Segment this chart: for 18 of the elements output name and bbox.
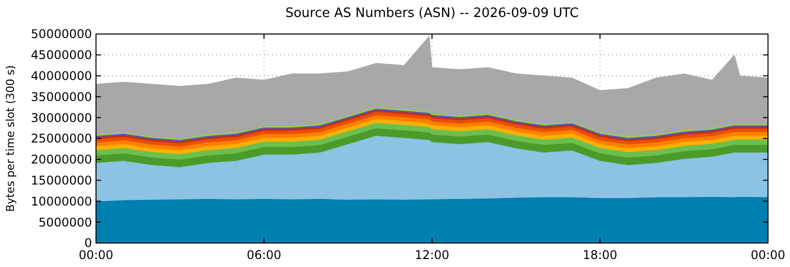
x-tick-label: 12:00 <box>414 248 450 262</box>
y-tick-label: 10000000 <box>30 194 92 208</box>
y-tick-label: 20000000 <box>30 152 92 167</box>
y-axis-title: Bytes per time slot (300 s) <box>4 65 17 212</box>
y-tick-label: 0 <box>84 236 92 250</box>
x-tick-label: 18:00 <box>582 248 618 262</box>
y-tick-label: 50000000 <box>30 27 92 42</box>
y-tick-label: 30000000 <box>30 110 92 125</box>
y-tick-label: 15000000 <box>30 174 92 188</box>
y-tick-label: 5000000 <box>38 215 92 230</box>
y-tick-label: 45000000 <box>30 48 92 62</box>
y-tick-label: 40000000 <box>30 69 92 83</box>
x-tick-label: 06:00 <box>246 248 282 262</box>
y-tick-label: 35000000 <box>30 90 92 104</box>
y-tick-label: 25000000 <box>30 132 92 146</box>
chart-title: Source AS Numbers (ASN) -- 2026-09-09 UTC <box>285 6 579 21</box>
x-tick-label: 00:00 <box>750 248 786 262</box>
x-tick-label: 00:00 <box>78 248 114 262</box>
